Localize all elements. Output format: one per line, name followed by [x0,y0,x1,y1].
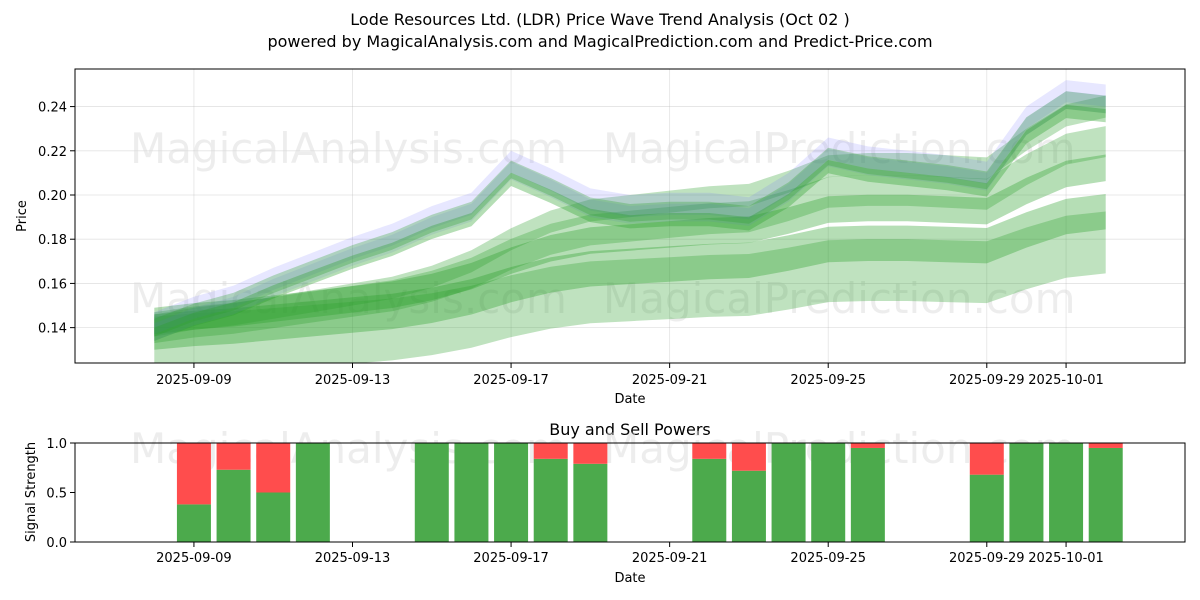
buy-bar [850,447,885,542]
x-tick-label: 2025-09-21 [632,373,708,388]
trend-band [154,126,1106,344]
sell-bar [850,443,885,448]
watermark: MagicalAnalysis.com [130,124,567,173]
x-tick-label: 2025-09-13 [315,551,391,566]
price-watermarks: MagicalAnalysis.com MagicalPrediction.co… [130,124,1076,323]
band-layer [154,80,1106,363]
chart-subtitle: powered by MagicalAnalysis.com and Magic… [267,32,932,51]
buy-bar [1088,447,1123,542]
price-band [154,80,1106,335]
x-tick-label: 2025-09-13 [315,373,391,388]
buy-bar [692,458,727,542]
y-tick-label: 0.24 [38,101,67,116]
x-tick-label: 2025-09-09 [156,373,232,388]
sell-bar [533,443,568,459]
buy-bar [494,443,529,542]
price-band [154,91,1106,341]
x-tick-label: 2025-09-17 [473,551,549,566]
sell-bar [176,443,211,505]
trend-band [154,194,1106,350]
y-tick-label: 1.0 [46,437,67,452]
x-tick-label: 2025-09-25 [790,373,866,388]
x-tick-label: 2025-09-29 [949,551,1025,566]
price-band [154,104,1106,341]
price-y-axis: 0.14 0.16 0.18 0.20 0.22 0.24 [38,101,75,337]
buy-bar [731,470,766,542]
buy-bar [216,469,251,542]
buy-bar [414,443,449,542]
powers-title: Buy and Sell Powers [549,420,711,439]
x-tick-label: 2025-09-09 [156,551,232,566]
price-bands [154,80,1106,363]
watermark: MagicalPrediction.com [603,274,1076,323]
trend-band [154,95,1106,337]
buy-bar [1049,443,1084,542]
trend-band [154,154,1106,335]
chart-title: Lode Resources Ltd. (LDR) Price Wave Tre… [350,10,849,29]
buy-bar [811,443,846,542]
y-tick-label: 0.0 [46,536,67,551]
x-tick-label: 2025-09-17 [473,373,549,388]
powers-bars [176,443,1123,542]
y-tick-label: 0.18 [38,233,67,248]
sell-bar [731,443,766,471]
sell-bar [969,443,1004,475]
price-x-axis-label: Date [614,392,645,407]
buy-bar [969,474,1004,542]
trend-band [154,211,1106,363]
buy-bar [176,504,211,542]
powers-y-axis-label: Signal Strength [24,442,39,542]
buy-bar [573,463,608,542]
x-tick-label: 2025-09-25 [790,551,866,566]
x-tick-label: 2025-10-01 [1028,551,1104,566]
sell-bar [256,443,291,493]
x-tick-label: 2025-09-21 [632,551,708,566]
sell-bar [1088,443,1123,448]
watermark: MagicalPrediction.com [603,124,1076,173]
powers-x-axis-label: Date [614,571,645,586]
powers-y-axis: 0.0 0.5 1.0 [46,437,75,551]
buy-bar [533,458,568,542]
buy-bar [295,443,330,542]
y-tick-label: 0.14 [38,322,67,337]
sell-bar [216,443,251,470]
y-tick-label: 0.22 [38,145,67,160]
y-tick-label: 0.20 [38,189,67,204]
buy-bar [1009,443,1044,542]
watermark: MagicalAnalysis.com [130,274,567,323]
price-plot-frame [74,68,1186,364]
buy-bar [256,492,291,542]
y-tick-label: 0.5 [46,487,67,502]
price-x-axis: 2025-09-09 2025-09-13 2025-09-17 2025-09-21… [156,363,1104,388]
powers-x-axis: 2025-09-09 2025-09-13 2025-09-17 2025-09-21… [156,542,1104,566]
price-grid [75,69,1185,363]
price-band [154,91,1106,337]
buy-bar [454,443,489,542]
price-y-axis-label: Price [15,200,30,232]
sell-bar [692,443,727,459]
y-tick-label: 0.16 [38,277,67,292]
x-tick-label: 2025-09-29 [949,373,1025,388]
x-tick-label: 2025-10-01 [1028,373,1104,388]
sell-bar [573,443,608,464]
buy-bar [771,443,806,542]
